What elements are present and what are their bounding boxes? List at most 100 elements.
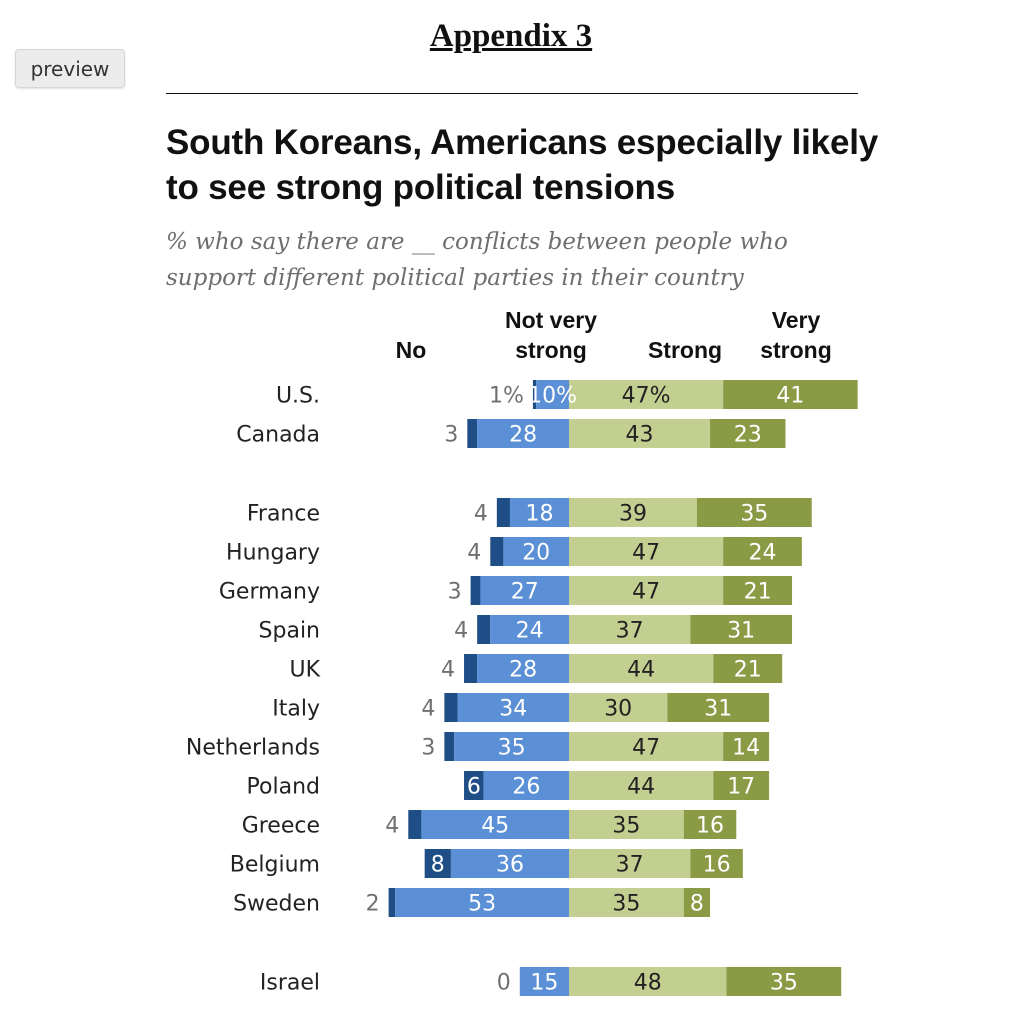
value-label-very-strong: 21 <box>744 580 772 605</box>
bar-very-strong <box>723 732 770 761</box>
value-label-strong: 37 <box>616 853 644 878</box>
bar-very-strong <box>690 615 793 644</box>
legend-strong: Strong <box>648 337 722 363</box>
value-label-strong: 35 <box>612 814 640 839</box>
bar-very-strong <box>713 771 770 800</box>
bar-very-strong <box>726 967 842 996</box>
bar-strong <box>569 419 711 448</box>
bar-strong <box>569 888 684 917</box>
value-label-not-very-strong: 45 <box>481 814 509 839</box>
country-label: Italy <box>272 697 320 722</box>
country-label: Canada <box>236 423 320 448</box>
preview-button[interactable]: preview <box>15 49 125 88</box>
bar-very-strong <box>713 654 783 683</box>
bar-strong <box>569 771 714 800</box>
bar-very-strong <box>723 576 793 605</box>
value-label-not-very-strong: 53 <box>468 892 496 917</box>
bar-strong <box>569 498 697 527</box>
value-label-very-strong: 16 <box>696 814 724 839</box>
bar-very-strong <box>696 498 812 527</box>
value-label-very-strong: 31 <box>727 619 755 644</box>
bar-no <box>467 419 478 448</box>
country-label: Spain <box>259 619 320 644</box>
bar-strong <box>569 615 691 644</box>
bar-very-strong <box>690 849 743 878</box>
value-label-very-strong: 16 <box>703 853 731 878</box>
value-label-very-strong: 14 <box>732 736 760 761</box>
value-label-very-strong: 17 <box>727 775 755 800</box>
bar-not-very-strong <box>480 576 569 605</box>
value-label-strong: 43 <box>626 423 654 448</box>
bar-strong <box>569 732 724 761</box>
value-label-not-very-strong: 10% <box>528 384 577 409</box>
value-label-very-strong: 23 <box>734 423 762 448</box>
bar-not-very-strong <box>477 654 569 683</box>
bar-no <box>408 810 422 839</box>
value-label-not-very-strong: 34 <box>499 697 527 722</box>
country-label: Greece <box>242 814 320 839</box>
value-label-strong: 44 <box>627 658 655 683</box>
value-label-strong: 47 <box>632 736 660 761</box>
country-label: Germany <box>219 580 320 605</box>
legend-not-very-strong: Not very strong <box>505 307 597 363</box>
value-label-no: 4 <box>421 697 435 722</box>
appendix-title: Appendix 3 <box>429 18 593 54</box>
bar-not-very-strong <box>490 615 569 644</box>
bar-no <box>464 654 478 683</box>
value-label-not-very-strong: 35 <box>498 736 526 761</box>
value-label-no: 4 <box>474 502 488 527</box>
value-label-no: 8 <box>431 853 445 878</box>
bar-very-strong <box>683 888 711 917</box>
value-label-strong: 47% <box>622 384 671 409</box>
title-divider <box>166 93 858 94</box>
bar-no <box>490 537 504 566</box>
value-label-strong: 30 <box>604 697 632 722</box>
bar-strong <box>569 849 691 878</box>
bar-not-very-strong <box>519 967 569 996</box>
chart-title: South Koreans, Americans especially like… <box>166 123 879 207</box>
value-label-strong: 44 <box>627 775 655 800</box>
value-label-strong: 39 <box>619 502 647 527</box>
value-label-no: 3 <box>421 736 435 761</box>
value-label-no: 4 <box>441 658 455 683</box>
bar-no <box>464 771 484 800</box>
bar-no <box>496 498 510 527</box>
value-label-no: 4 <box>454 619 468 644</box>
bar-no <box>444 693 458 722</box>
bar-very-strong <box>723 537 802 566</box>
bar-not-very-strong <box>536 380 569 409</box>
value-label-very-strong: 31 <box>704 697 732 722</box>
bar-no <box>444 732 455 761</box>
country-label: France <box>247 502 320 527</box>
country-label: Sweden <box>233 892 320 917</box>
bar-not-very-strong <box>450 849 569 878</box>
bar-no <box>477 615 491 644</box>
country-label: Poland <box>247 775 320 800</box>
bar-not-very-strong <box>503 537 569 566</box>
value-label-strong: 47 <box>632 580 660 605</box>
legend-no: No <box>396 337 427 363</box>
value-label-not-very-strong: 27 <box>511 580 539 605</box>
value-label-very-strong: 41 <box>776 384 804 409</box>
country-label: U.S. <box>276 384 320 409</box>
value-label-no: 3 <box>448 580 462 605</box>
value-label-no: 1% <box>489 384 524 409</box>
bar-not-very-strong <box>477 419 569 448</box>
bar-very-strong <box>667 693 770 722</box>
chart-subtitle: % who say there are __ conflicts between… <box>166 229 788 291</box>
bar-not-very-strong <box>395 888 569 917</box>
bar-strong <box>569 967 727 996</box>
value-label-no: 4 <box>467 541 481 566</box>
bar-not-very-strong <box>457 693 569 722</box>
value-label-strong: 47 <box>632 541 660 566</box>
value-label-no: 0 <box>497 971 511 996</box>
value-label-strong: 37 <box>616 619 644 644</box>
bar-no <box>388 888 396 917</box>
value-label-very-strong: 24 <box>749 541 777 566</box>
bar-not-very-strong <box>509 498 569 527</box>
value-label-very-strong: 35 <box>740 502 768 527</box>
bar-not-very-strong <box>454 732 569 761</box>
value-label-not-very-strong: 20 <box>522 541 550 566</box>
value-label-no: 3 <box>444 423 458 448</box>
country-label: Hungary <box>226 541 320 566</box>
